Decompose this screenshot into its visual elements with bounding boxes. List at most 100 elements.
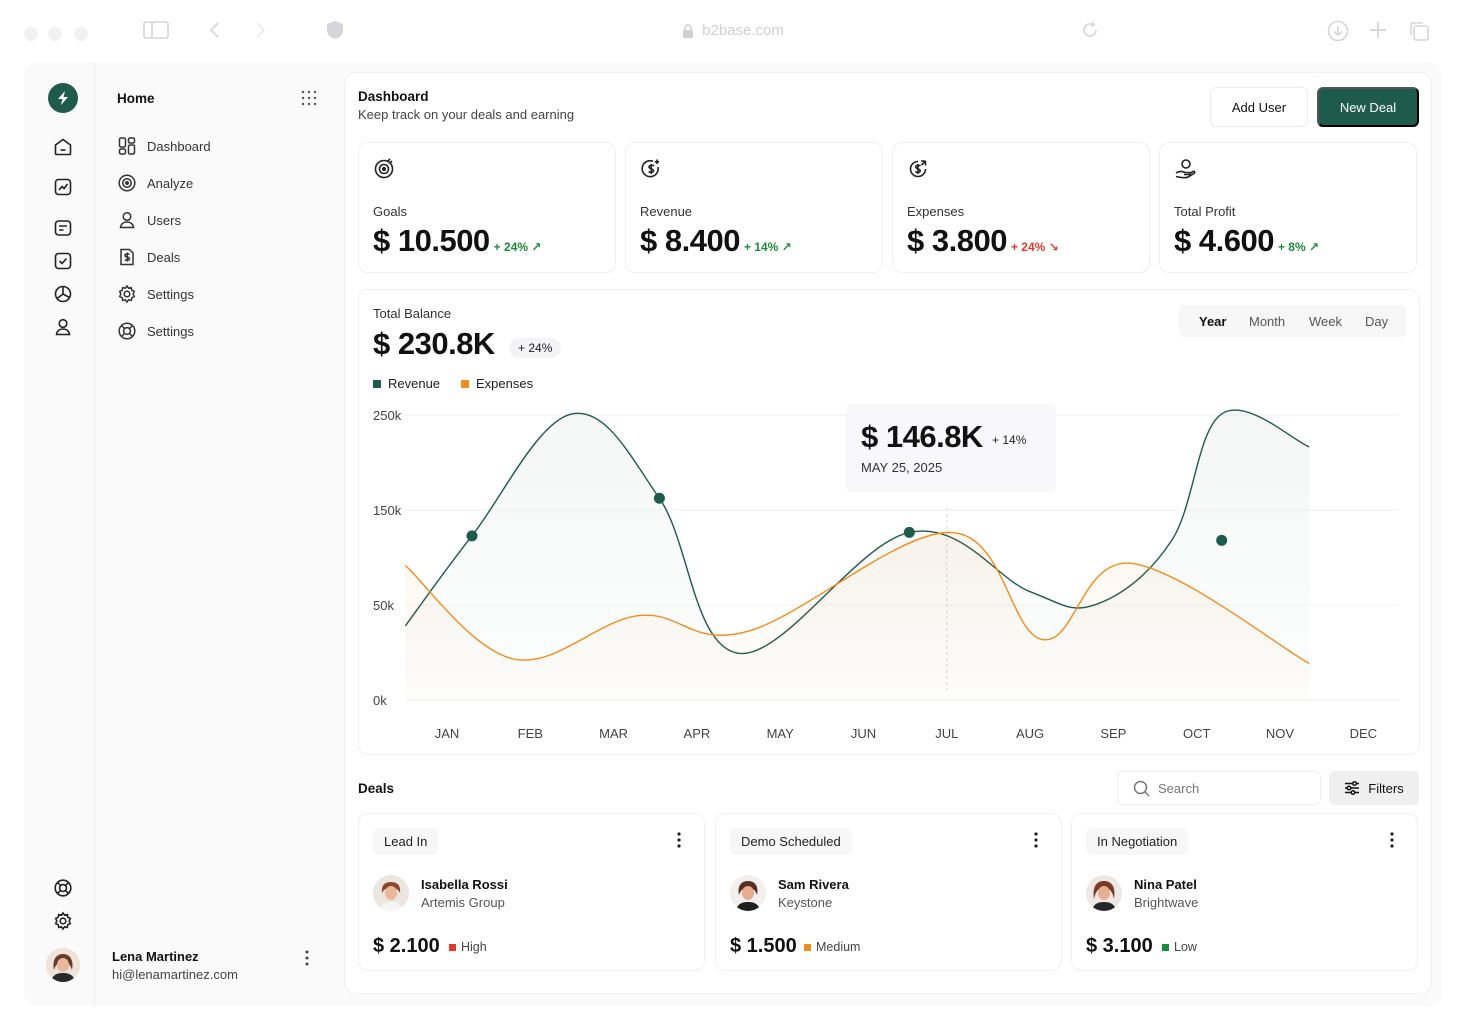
x-tick-label: APR: [684, 726, 711, 741]
stat-value: $ 8.400: [640, 223, 740, 258]
stat-label: Total Profit: [1174, 204, 1236, 219]
support-icon: [117, 321, 137, 341]
y-tick-label: 50k: [373, 598, 394, 613]
shield-icon[interactable]: [326, 20, 344, 40]
page-title: Dashboard: [358, 89, 429, 104]
deal-priority: Medium: [804, 940, 860, 954]
deal-stage-badge: In Negotiation: [1086, 828, 1189, 855]
nav-item-label: Deals: [147, 249, 181, 265]
filters-button[interactable]: Filters: [1329, 771, 1419, 805]
revenue-data-point[interactable]: [1216, 534, 1228, 546]
stat-label: Goals: [373, 204, 407, 219]
deal-card[interactable]: Lead In Isabella Rossi Artemis Group $ 2…: [358, 813, 705, 971]
nav-item-label: Analyze: [147, 175, 194, 191]
reload-icon[interactable]: [1080, 20, 1100, 40]
stat-label: Expenses: [907, 204, 965, 219]
revenue-line: [405, 409, 1310, 655]
stat-change: + 8% ↗: [1277, 240, 1320, 254]
stat-label: Revenue: [640, 204, 693, 219]
stat-value: $ 4.600: [1174, 223, 1274, 258]
x-tick-label: MAY: [767, 726, 795, 741]
chart-icon[interactable]: [53, 177, 73, 197]
period-tab-year[interactable]: Year: [1199, 314, 1227, 329]
address-bar[interactable]: b2base.com: [0, 22, 1466, 42]
deal-contact-name: Sam Rivera: [778, 877, 849, 892]
more-vertical-icon[interactable]: [1034, 832, 1038, 848]
window-close-button[interactable]: [24, 27, 38, 41]
apps-grid-icon[interactable]: [301, 90, 317, 106]
search-input[interactable]: Search: [1117, 771, 1321, 805]
main-content: Dashboard Keep track on your deals and e…: [344, 72, 1432, 994]
user-icon[interactable]: [53, 317, 73, 337]
lock-icon: [683, 23, 694, 38]
more-vertical-icon[interactable]: [677, 832, 681, 848]
profit-hand-coin-icon: [1174, 158, 1196, 180]
nav-item-users[interactable]: Users: [117, 210, 181, 230]
legend-revenue[interactable]: Revenue: [373, 376, 440, 391]
support-icon[interactable]: [53, 878, 73, 898]
x-tick-label: MAR: [599, 726, 628, 741]
deal-card[interactable]: In Negotiation Nina Patel Brightwave $ 3…: [1071, 813, 1418, 971]
nav-item-deals[interactable]: Deals: [117, 247, 180, 267]
deal-card[interactable]: Demo Scheduled Sam Rivera Keystone $ 1.5…: [715, 813, 1062, 971]
more-vertical-icon[interactable]: [305, 950, 309, 966]
add-user-button[interactable]: Add User: [1210, 87, 1308, 127]
nav-item-dashboard[interactable]: Dashboard: [117, 136, 211, 156]
window-minimize-button[interactable]: [48, 27, 62, 41]
pie-chart-icon[interactable]: [53, 284, 73, 304]
avatar: [730, 875, 766, 911]
x-tick-label: SEP: [1100, 726, 1126, 741]
balance-value: $ 230.8K: [373, 326, 495, 361]
stat-card-expenses: Expenses $ 3.800 + 24% ↘: [892, 142, 1150, 273]
home-icon[interactable]: [53, 137, 73, 157]
checkbox-icon[interactable]: [53, 251, 73, 271]
deal-company: Artemis Group: [421, 895, 505, 910]
stat-card-revenue: Revenue $ 8.400 + 14% ↗: [625, 142, 883, 273]
nav-item-label: Settings: [147, 323, 194, 339]
gear-icon[interactable]: [53, 911, 73, 931]
legend-label: Expenses: [476, 376, 534, 391]
page-subtitle: Keep track on your deals and earning: [358, 107, 575, 122]
period-tab-day[interactable]: Day: [1365, 314, 1389, 329]
revenue-data-point[interactable]: [903, 526, 915, 538]
nav-item-support-settings[interactable]: Settings: [117, 321, 194, 341]
nav-item-analyze[interactable]: Analyze: [117, 173, 193, 193]
nav-item-label: Users: [147, 212, 181, 228]
message-icon[interactable]: [53, 218, 73, 238]
stat-card-goals: Goals $ 10.500 + 24% ↗: [358, 142, 616, 273]
sliders-icon: [1345, 780, 1360, 796]
tabs-overview-icon[interactable]: [1408, 20, 1430, 42]
window-zoom-button[interactable]: [74, 27, 88, 41]
revenue-data-point[interactable]: [466, 530, 478, 542]
x-tick-label: AUG: [1016, 726, 1044, 741]
y-tick-label: 150k: [373, 503, 402, 518]
period-tab-month[interactable]: Month: [1249, 314, 1286, 329]
brand-logo[interactable]: [48, 83, 78, 113]
avatar: [373, 875, 409, 911]
download-icon[interactable]: [1327, 20, 1349, 42]
goal-target-icon: [373, 158, 395, 180]
expenses-area: [405, 532, 1310, 700]
app-window: Home Dashboard Analyze Users Deals Setti…: [24, 62, 1442, 1006]
deal-contact-name: Isabella Rossi: [421, 877, 508, 892]
deal-company: Keystone: [778, 895, 833, 910]
balance-line-chart[interactable]: 250k 150k 50k 0k JAN FEB MAR APR MAY JUN JUL AUG SEP…: [359, 290, 1421, 756]
arrow-up-right-icon: ↗: [781, 240, 792, 254]
back-arrow-icon[interactable]: [208, 20, 222, 40]
nav-item-settings[interactable]: Settings: [117, 284, 194, 304]
nav-item-label: Settings: [147, 286, 194, 302]
priority-swatch: [1162, 943, 1169, 951]
revenue-data-point[interactable]: [653, 492, 665, 504]
search-placeholder: Search: [1158, 780, 1200, 796]
deals-title: Deals: [358, 781, 395, 796]
period-selector: Year Month Week Day: [1179, 305, 1407, 337]
legend-expenses[interactable]: Expenses: [461, 376, 533, 391]
sidebar-toggle-icon[interactable]: [143, 20, 169, 40]
forward-arrow-icon[interactable]: [253, 20, 267, 40]
period-tab-week[interactable]: Week: [1309, 314, 1342, 329]
avatar: [1086, 875, 1122, 911]
more-vertical-icon[interactable]: [1390, 832, 1394, 848]
new-tab-icon[interactable]: [1368, 20, 1388, 40]
new-deal-button[interactable]: New Deal: [1317, 87, 1419, 127]
avatar[interactable]: [46, 948, 80, 982]
